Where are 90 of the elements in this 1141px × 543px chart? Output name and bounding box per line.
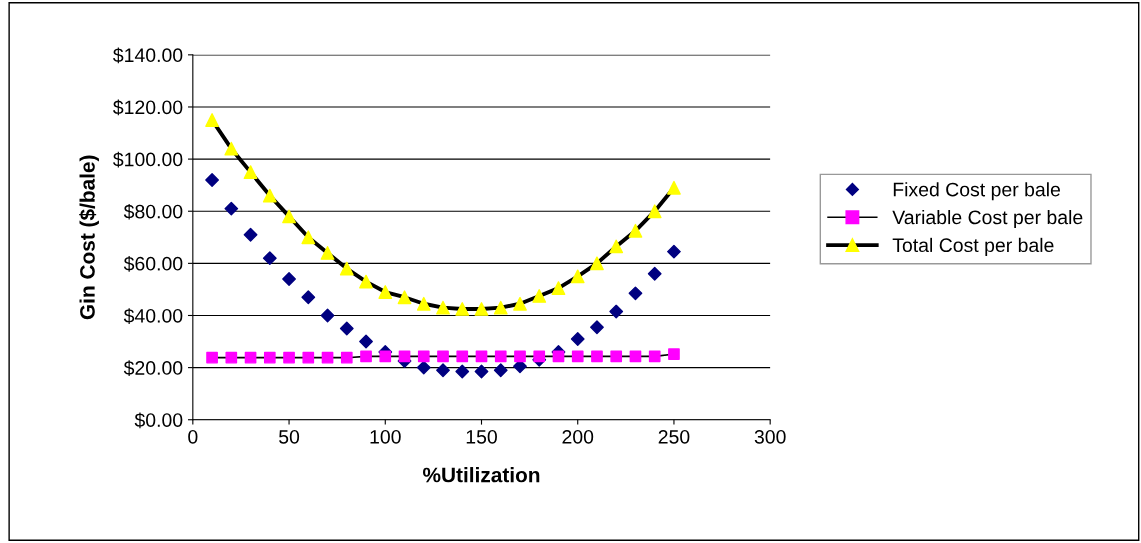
point: [379, 350, 392, 363]
point: [339, 261, 354, 276]
y-tick-label: $60.00: [123, 256, 183, 272]
point: [206, 351, 218, 364]
point: [648, 350, 661, 363]
y-axis-title: Gin Cost ($/bale): [79, 155, 99, 320]
x-tick-label: 100: [370, 429, 401, 444]
point: [609, 304, 624, 319]
point: [475, 350, 488, 363]
point: [244, 351, 257, 364]
point: [205, 113, 219, 127]
x-tick-label: 200: [562, 429, 594, 444]
point: [416, 296, 431, 311]
point: [301, 290, 316, 305]
point: [224, 201, 239, 216]
point: [283, 351, 295, 364]
point: [668, 348, 680, 360]
point: [474, 364, 489, 379]
legend-label: Total Cost per bale: [892, 237, 1054, 256]
point: [205, 173, 219, 187]
point: [437, 350, 449, 363]
point: [570, 269, 585, 284]
point: [629, 350, 642, 363]
point: [647, 266, 662, 281]
point: [628, 286, 643, 301]
y-tick-label: $20.00: [123, 360, 183, 377]
point: [493, 300, 508, 315]
point: [416, 360, 431, 375]
point: [436, 363, 450, 378]
point: [455, 302, 470, 316]
legend-label: Variable Cost per bale: [892, 209, 1083, 229]
point: [455, 364, 470, 379]
point: [514, 350, 526, 363]
point: [551, 281, 566, 296]
point: [243, 165, 258, 180]
point: [320, 246, 335, 260]
point: [609, 239, 624, 254]
point: [397, 290, 412, 305]
point: [436, 300, 450, 315]
point: [360, 350, 372, 363]
point: [417, 350, 430, 363]
x-tick-label: 150: [466, 429, 497, 444]
point: [359, 274, 373, 289]
point: [474, 302, 489, 316]
x-axis-title: %Utilization: [423, 467, 540, 483]
point: [262, 188, 277, 203]
x-tick-label: 50: [279, 429, 300, 444]
point: [591, 350, 603, 363]
y-tick-label: $80.00: [123, 203, 183, 220]
point: [552, 350, 565, 363]
point: [378, 285, 393, 299]
point: [533, 350, 546, 363]
point: [339, 321, 354, 336]
point: [398, 350, 411, 363]
point: [590, 256, 604, 271]
y-tick-label: $140.00: [113, 47, 183, 64]
point: [320, 308, 335, 323]
y-tick-label: $0.00: [134, 412, 183, 429]
point: [493, 363, 508, 378]
y-tick-label: $120.00: [113, 99, 183, 116]
point: [282, 209, 296, 224]
point: [243, 227, 258, 242]
point: [302, 351, 315, 364]
point: [532, 289, 547, 303]
x-tick-label: 300: [754, 429, 786, 444]
point: [282, 272, 296, 286]
x-tick-label: 250: [658, 429, 690, 444]
point: [647, 204, 662, 219]
point: [570, 332, 585, 346]
point: [340, 351, 353, 364]
point: [667, 180, 681, 195]
y-tick-label: $100.00: [113, 151, 183, 168]
point: [494, 350, 507, 363]
point: [667, 244, 681, 259]
point: [263, 351, 276, 364]
point: [224, 141, 239, 156]
legend-label: Fixed Cost per bale: [893, 182, 1060, 201]
x-tick-label: 0: [188, 429, 198, 444]
point: [571, 350, 584, 363]
point: [301, 230, 316, 245]
point: [513, 296, 527, 311]
point: [359, 334, 373, 349]
point: [590, 320, 604, 335]
point: [610, 350, 623, 363]
point: [456, 350, 469, 363]
y-tick-label: $40.00: [123, 308, 183, 324]
point: [321, 351, 334, 364]
point: [262, 251, 277, 266]
point: [225, 351, 238, 364]
point: [628, 223, 643, 238]
